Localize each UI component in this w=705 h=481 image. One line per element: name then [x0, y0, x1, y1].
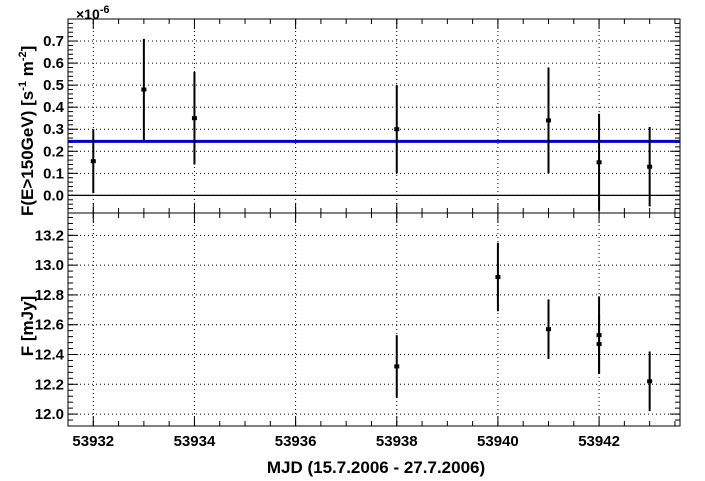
x-tick-label: 53940	[477, 433, 519, 450]
bottom-y-tick-label: 12.6	[35, 317, 64, 334]
top-data-point	[394, 127, 400, 132]
top-panel-flux-gev: 0.0 0.1 0.2 0.3 0.4 0.5 0.6 0.7	[43, 18, 681, 214]
bottom-y-tick-label: 12.8	[35, 287, 64, 304]
x-tick-label: 53942	[578, 433, 620, 450]
top-y-tick-label: 0.5	[43, 77, 64, 94]
top-y-tick-label: 0.7	[43, 33, 64, 50]
x-axis-title: MJD (15.7.2006 - 27.7.2006)	[267, 458, 485, 477]
top-data-point	[90, 159, 96, 164]
top-data-point	[191, 116, 197, 121]
x-tick-label: 53938	[376, 433, 418, 450]
y-multiplier-label: ×10-6	[76, 4, 110, 22]
top-y-tick-label: 0.4	[43, 99, 65, 116]
bottom-data-point	[596, 342, 602, 347]
top-y-tick-label: 0.0	[43, 187, 64, 204]
top-data-point	[545, 118, 551, 123]
top-y-axis-title: F(E>150GeV) [s-1 m-2]	[17, 46, 37, 216]
bottom-plot-frame	[67, 212, 681, 427]
top-data-point	[141, 87, 147, 92]
bottom-y-axis-title: F [mJy]	[18, 296, 37, 356]
bottom-y-tick-label: 13.2	[35, 227, 64, 244]
top-data-point	[647, 164, 653, 169]
top-data-point	[596, 160, 602, 165]
bottom-data-point	[545, 327, 551, 332]
bottom-data-point	[394, 364, 400, 369]
bottom-data-point	[647, 379, 653, 384]
top-y-tick-label: 0.2	[43, 143, 64, 160]
top-y-tick-label: 0.1	[43, 165, 64, 182]
bottom-panel-flux-mjy: 12.0 12.2 12.4 12.6 12.8 13.0 13.2 53932 53934 53…	[35, 212, 681, 450]
top-y-tick-label: 0.3	[43, 121, 64, 138]
x-tick-label: 53934	[174, 433, 216, 450]
top-y-tick-label: 0.6	[43, 55, 64, 72]
x-tick-label: 53936	[275, 433, 317, 450]
bottom-y-tick-label: 13.0	[35, 257, 64, 274]
top-plot-frame	[67, 18, 681, 214]
x-tick-label: 53932	[72, 433, 114, 450]
bottom-y-tick-label: 12.0	[35, 406, 64, 423]
bottom-y-tick-label: 12.4	[35, 347, 65, 364]
bottom-data-point	[495, 275, 501, 280]
bottom-y-tick-label: 12.2	[35, 376, 64, 393]
